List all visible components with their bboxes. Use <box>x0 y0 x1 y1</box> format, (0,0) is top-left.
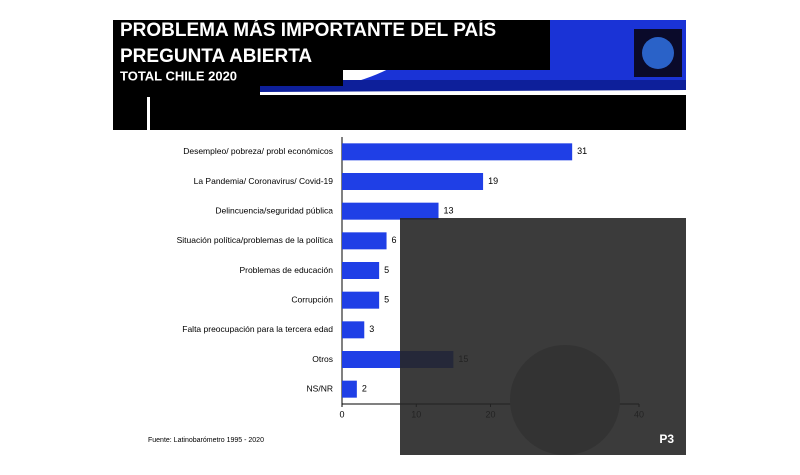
page-number: P3 <box>659 432 674 446</box>
bar <box>342 380 357 398</box>
value-label: 31 <box>577 146 587 156</box>
scope-box-2 <box>113 86 260 96</box>
black-band <box>113 95 686 130</box>
category-label: NS/NR <box>307 383 333 393</box>
blue-band <box>260 80 686 92</box>
chart: 010203040Desempleo/ pobreza/ probl econó… <box>177 137 644 419</box>
value-label: 2 <box>362 384 367 394</box>
category-label: Corrupción <box>291 294 333 304</box>
value-label: 13 <box>444 206 454 216</box>
x-tick-label: 0 <box>339 409 344 419</box>
scope-box <box>113 62 343 86</box>
title-box <box>113 20 550 70</box>
value-label: 6 <box>392 235 397 245</box>
category-label: Delincuencia/seguridad pública <box>215 205 333 215</box>
logo-globe <box>642 37 674 69</box>
category-label: Falta preocupación para la tercera edad <box>182 324 333 334</box>
category-label: Otros <box>312 354 333 364</box>
value-label: 5 <box>384 295 389 305</box>
category-label: Situación política/problemas de la polít… <box>177 235 334 245</box>
bar <box>342 291 380 309</box>
category-label: Problemas de educación <box>239 265 333 275</box>
value-label: 19 <box>488 176 498 186</box>
bar <box>342 262 380 279</box>
value-label: 3 <box>369 324 374 334</box>
divider <box>147 97 150 130</box>
value-label: 5 <box>384 265 389 275</box>
photo-detail <box>510 345 620 455</box>
bar <box>342 143 573 161</box>
source: Fuente: Latinobarómetro 1995 - 2020 <box>148 437 264 444</box>
bar <box>342 321 365 339</box>
bar <box>342 232 387 250</box>
scope: TOTAL CHILE 2020 <box>120 68 237 83</box>
title: PROBLEMA MÁS IMPORTANTE DEL PAÍS <box>120 19 496 41</box>
bar <box>342 173 484 190</box>
category-label: Desempleo/ pobreza/ probl económicos <box>183 146 333 156</box>
bar <box>342 202 439 220</box>
category-label: La Pandemia/ Coronavirus/ Covid-19 <box>194 176 334 186</box>
subtitle: PREGUNTA ABIERTA <box>120 46 312 67</box>
